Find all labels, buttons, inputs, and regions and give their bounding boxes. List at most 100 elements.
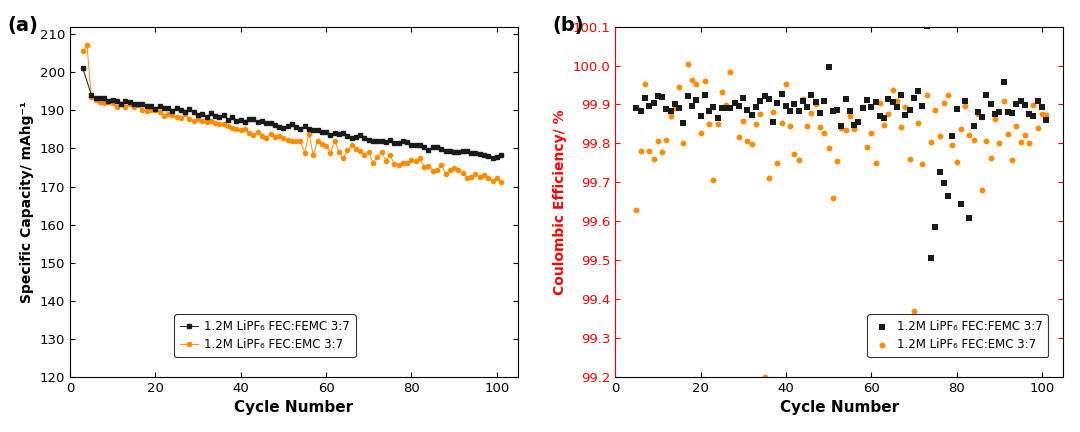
1.2M LiPF₆ FEC:EMC 3:7 <box>666 105 684 111</box>
1.2M LiPF₆ FEC:FEMC 3:7 <box>717 105 734 112</box>
1.2M LiPF₆ FEC:EMC 3:7 <box>632 148 649 155</box>
1.2M LiPF₆ FEC:FEMC 3:7 <box>701 108 718 115</box>
1.2M LiPF₆ FEC:FEMC 3:7 <box>662 108 679 114</box>
1.2M LiPF₆ FEC:FEMC 3:7 <box>953 200 970 207</box>
1.2M LiPF₆ FEC:EMC 3:7 <box>1038 111 1055 118</box>
Line: 1.2M LiPF₆ FEC:FEMC 3:7: 1.2M LiPF₆ FEC:FEMC 3:7 <box>81 66 503 160</box>
1.2M LiPF₆ FEC:EMC 3:7 <box>966 137 983 144</box>
1.2M LiPF₆ FEC:EMC 3:7 <box>1003 157 1021 164</box>
1.2M LiPF₆ FEC:FEMC 3:7 <box>990 108 1008 115</box>
1.2M LiPF₆ FEC:FEMC 3:7 <box>106 98 119 103</box>
1.2M LiPF₆ FEC:FEMC 3:7 <box>922 254 940 261</box>
1.2M LiPF₆ FEC:EMC 3:7 <box>931 132 948 139</box>
1.2M LiPF₆ FEC:FEMC 3:7 <box>970 108 987 115</box>
1.2M LiPF₆ FEC:FEMC 3:7 <box>778 102 795 109</box>
1.2M LiPF₆ FEC:FEMC 3:7 <box>396 139 409 144</box>
1.2M LiPF₆ FEC:FEMC 3:7 <box>782 108 799 114</box>
1.2M LiPF₆ FEC:FEMC 3:7 <box>752 98 769 105</box>
1.2M LiPF₆ FEC:FEMC 3:7 <box>918 22 935 29</box>
1.2M LiPF₆ FEC:EMC 3:7 <box>649 137 666 144</box>
1.2M LiPF₆ FEC:FEMC 3:7 <box>679 92 697 99</box>
1.2M LiPF₆ FEC:FEMC 3:7 <box>791 107 808 114</box>
1.2M LiPF₆ FEC:EMC 3:7 <box>896 104 914 111</box>
1.2M LiPF₆ FEC:EMC 3:7 <box>841 113 859 120</box>
1.2M LiPF₆ FEC:FEMC 3:7 <box>820 64 837 71</box>
1.2M LiPF₆ FEC:EMC 3:7 <box>872 100 889 107</box>
1.2M LiPF₆ FEC:EMC 3:7 <box>944 142 961 149</box>
1.2M LiPF₆ FEC:FEMC 3:7 <box>486 155 499 160</box>
1.2M LiPF₆ FEC:FEMC 3:7 <box>632 108 649 114</box>
1.2M LiPF₆ FEC:FEMC 3:7 <box>726 99 743 106</box>
1.2M LiPF₆ FEC:EMC 3:7 <box>636 81 653 88</box>
1.2M LiPF₆ FEC:FEMC 3:7 <box>863 104 880 111</box>
1.2M LiPF₆ FEC:FEMC 3:7 <box>684 103 701 110</box>
1.2M LiPF₆ FEC:FEMC 3:7 <box>948 105 966 112</box>
1.2M LiPF₆ FEC:EMC 3:7 <box>640 147 658 154</box>
1.2M LiPF₆ FEC:FEMC 3:7 <box>1012 98 1029 105</box>
1.2M LiPF₆ FEC:FEMC 3:7 <box>850 118 867 125</box>
1.2M LiPF₆ FEC:EMC 3:7 <box>1016 131 1034 138</box>
1.2M LiPF₆ FEC:FEMC 3:7 <box>1008 100 1025 107</box>
1.2M LiPF₆ FEC:EMC 3:7 <box>888 97 905 104</box>
1.2M LiPF₆ FEC:EMC 3:7 <box>854 104 872 111</box>
1.2M LiPF₆ FEC:EMC 3:7 <box>721 69 739 76</box>
1.2M LiPF₆ FEC:EMC 3:7 <box>859 143 876 150</box>
1.2M LiPF₆ FEC:EMC 3:7 <box>679 61 697 68</box>
1.2M LiPF₆ FEC:EMC 3:7 <box>846 125 863 132</box>
1.2M LiPF₆ FEC:EMC 3:7 <box>833 124 850 131</box>
1.2M LiPF₆ FEC:EMC 3:7 <box>791 156 808 163</box>
1.2M LiPF₆ FEC:FEMC 3:7 <box>888 103 905 110</box>
X-axis label: Cycle Number: Cycle Number <box>780 400 899 415</box>
1.2M LiPF₆ FEC:FEMC 3:7 <box>815 98 833 105</box>
1.2M LiPF₆ FEC:FEMC 3:7 <box>666 101 684 108</box>
1.2M LiPF₆ FEC:EMC 3:7 <box>1008 123 1025 130</box>
1.2M LiPF₆ FEC:EMC 3:7 <box>495 180 508 185</box>
1.2M LiPF₆ FEC:EMC 3:7 <box>867 160 885 167</box>
1.2M LiPF₆ FEC:EMC 3:7 <box>935 99 953 106</box>
1.2M LiPF₆ FEC:FEMC 3:7 <box>977 92 995 98</box>
1.2M LiPF₆ FEC:EMC 3:7 <box>828 158 846 165</box>
1.2M LiPF₆ FEC:FEMC 3:7 <box>704 104 721 111</box>
1.2M LiPF₆ FEC:FEMC 3:7 <box>841 108 859 115</box>
1.2M LiPF₆ FEC:EMC 3:7 <box>760 174 778 181</box>
1.2M LiPF₆ FEC:FEMC 3:7 <box>765 118 782 125</box>
1.2M LiPF₆ FEC:EMC 3:7 <box>81 42 94 48</box>
1.2M LiPF₆ FEC:EMC 3:7 <box>1025 101 1042 108</box>
1.2M LiPF₆ FEC:FEMC 3:7 <box>811 109 828 116</box>
1.2M LiPF₆ FEC:FEMC 3:7 <box>892 92 909 99</box>
1.2M LiPF₆ FEC:EMC 3:7 <box>815 130 833 137</box>
1.2M LiPF₆ FEC:EMC 3:7 <box>653 149 671 156</box>
1.2M LiPF₆ FEC:FEMC 3:7 <box>747 103 765 110</box>
1.2M LiPF₆ FEC:FEMC 3:7 <box>1034 103 1051 110</box>
1.2M LiPF₆ FEC:EMC 3:7 <box>918 91 935 98</box>
1.2M LiPF₆ FEC:FEMC 3:7 <box>896 111 914 118</box>
1.2M LiPF₆ FEC:EMC 3:7 <box>658 136 675 143</box>
1.2M LiPF₆ FEC:FEMC 3:7 <box>909 87 927 94</box>
1.2M LiPF₆ FEC:FEMC 3:7 <box>658 106 675 113</box>
1.2M LiPF₆ FEC:FEMC 3:7 <box>636 95 653 102</box>
1.2M LiPF₆ FEC:EMC 3:7 <box>708 121 726 127</box>
1.2M LiPF₆ FEC:EMC 3:7 <box>892 124 909 131</box>
1.2M LiPF₆ FEC:FEMC 3:7 <box>1021 111 1038 118</box>
1.2M LiPF₆ FEC:FEMC 3:7 <box>802 91 820 98</box>
1.2M LiPF₆ FEC:FEMC 3:7 <box>495 152 508 158</box>
1.2M LiPF₆ FEC:FEMC 3:7 <box>914 103 931 110</box>
1.2M LiPF₆ FEC:EMC 3:7 <box>883 86 901 93</box>
1.2M LiPF₆ FEC:EMC 3:7 <box>773 120 791 127</box>
1.2M LiPF₆ FEC:EMC 3:7 <box>713 88 730 95</box>
1.2M LiPF₆ FEC:EMC 3:7 <box>756 373 773 380</box>
1.2M LiPF₆ FEC:EMC 3:7 <box>662 113 679 120</box>
1.2M LiPF₆ FEC:EMC 3:7 <box>982 155 999 162</box>
1.2M LiPF₆ FEC:FEMC 3:7 <box>966 122 983 129</box>
1.2M LiPF₆ FEC:FEMC 3:7 <box>721 105 739 111</box>
1.2M LiPF₆ FEC:EMC 3:7 <box>747 121 765 127</box>
1.2M LiPF₆ FEC:EMC 3:7 <box>901 156 918 163</box>
1.2M LiPF₆ FEC:EMC 3:7 <box>802 110 820 117</box>
Y-axis label: Specific Capacity/ mAhg⁻¹: Specific Capacity/ mAhg⁻¹ <box>21 101 35 303</box>
1.2M LiPF₆ FEC:EMC 3:7 <box>684 76 701 83</box>
Text: (a): (a) <box>8 16 38 35</box>
1.2M LiPF₆ FEC:FEMC 3:7 <box>743 111 760 118</box>
1.2M LiPF₆ FEC:FEMC 3:7 <box>734 95 752 102</box>
1.2M LiPF₆ FEC:EMC 3:7 <box>769 160 786 167</box>
Legend: 1.2M LiPF₆ FEC:FEMC 3:7, 1.2M LiPF₆ FEC:EMC 3:7: 1.2M LiPF₆ FEC:FEMC 3:7, 1.2M LiPF₆ FEC:… <box>175 314 355 357</box>
